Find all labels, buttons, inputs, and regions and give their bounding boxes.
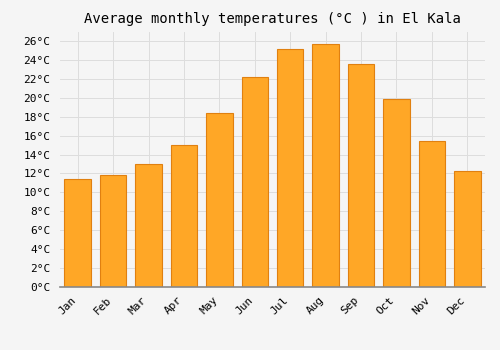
Bar (136, 164, 162, 287)
Bar (454, 170, 480, 287)
Bar (383, 99, 409, 287)
Title: Average monthly temperatures (°C ) in El Kala: Average monthly temperatures (°C ) in El… (84, 12, 461, 26)
Bar (418, 141, 445, 287)
Bar (100, 175, 126, 287)
Bar (348, 64, 374, 287)
Bar (206, 113, 233, 287)
Bar (242, 77, 268, 287)
Bar (312, 44, 339, 287)
Bar (277, 49, 303, 287)
Bar (64, 179, 91, 287)
Bar (170, 145, 197, 287)
